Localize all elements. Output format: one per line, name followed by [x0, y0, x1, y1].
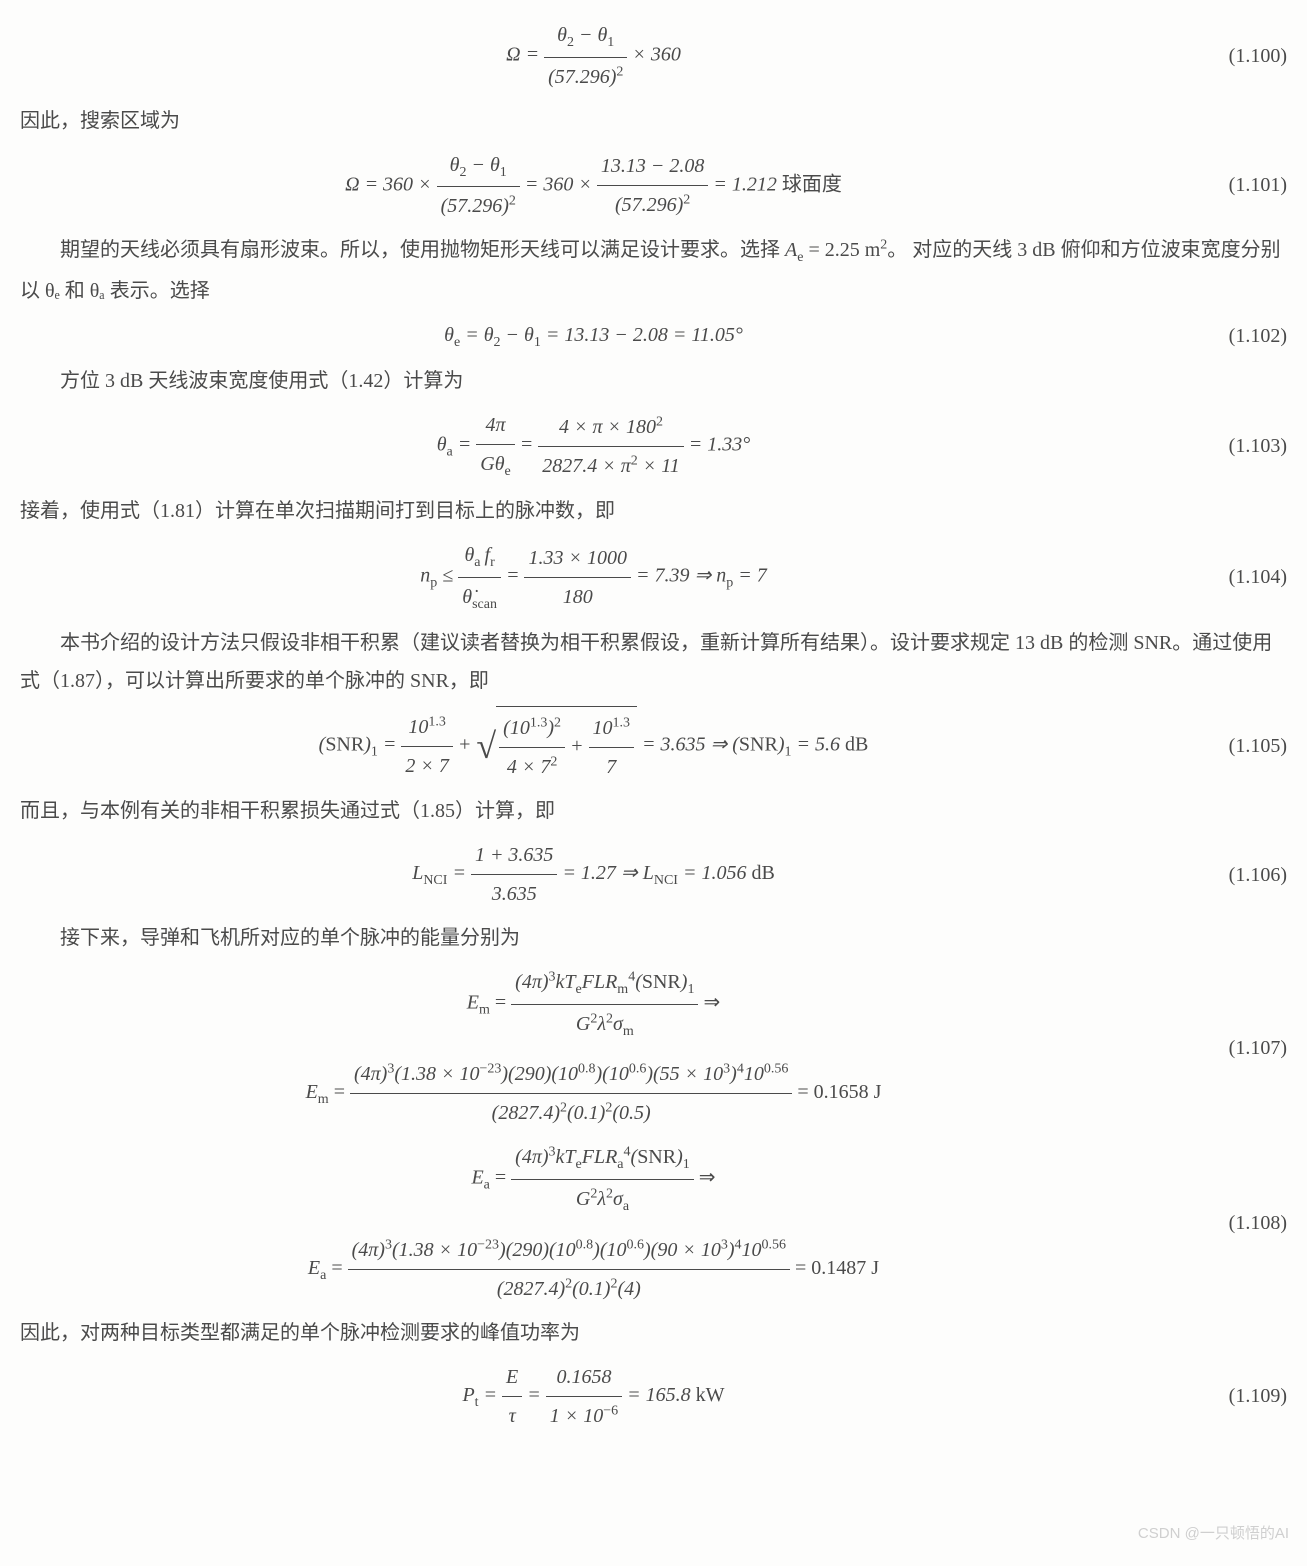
- equation-body: θe = θ2 − θ1 = 13.13 − 2.08 = 11.05°: [20, 316, 1167, 357]
- paragraph: 因此，搜索区域为: [20, 102, 1287, 140]
- equation-1-106: LNCI = 1 + 3.6353.635 = 1.27 ⇒ LNCI = 1.…: [20, 836, 1287, 913]
- equation-number: (1.109): [1167, 1377, 1287, 1415]
- equation-body: Ω = 360 × θ2 − θ1(57.296)2 = 360 × 13.13…: [20, 146, 1167, 226]
- equation-number: (1.105): [1167, 727, 1287, 765]
- paragraph: 而且，与本例有关的非相干积累损失通过式（1.85）计算，即: [20, 792, 1287, 830]
- paragraph: 期望的天线必须具有扇形波束。所以，使用抛物矩形天线可以满足设计要求。选择 Ae …: [20, 231, 1287, 310]
- equation-1-108: Ea = (4π)3kTeFLRa4(SNR)1G2λ2σa ⇒ Ea = (4…: [20, 1138, 1287, 1307]
- equation-number: (1.107): [1167, 1029, 1287, 1067]
- equation-1-101: Ω = 360 × θ2 − θ1(57.296)2 = 360 × 13.13…: [20, 146, 1287, 226]
- equation-body: Pt = Eτ = 0.16581 × 10−6 = 165.8 kW: [20, 1358, 1167, 1435]
- equation-number: (1.106): [1167, 856, 1287, 894]
- equation-1-109: Pt = Eτ = 0.16581 × 10−6 = 165.8 kW (1.1…: [20, 1358, 1287, 1435]
- equation-body: θa = 4πGθe = 4 × π × 18022827.4 × π2 × 1…: [20, 406, 1167, 486]
- inline-math: Ae = 2.25 m2。: [785, 239, 907, 261]
- equation-number: (1.108): [1167, 1204, 1287, 1242]
- equation-number: (1.104): [1167, 558, 1287, 596]
- equation-number: (1.103): [1167, 427, 1287, 465]
- equation-body: (SNR)1 = 101.32 × 7 + √ (101.3)24 × 72 +…: [20, 706, 1167, 786]
- equation-number: (1.101): [1167, 166, 1287, 204]
- equation-number: (1.102): [1167, 317, 1287, 355]
- equation-body: Em = (4π)3kTeFLRm4(SNR)1G2λ2σm ⇒ Em = (4…: [20, 963, 1167, 1132]
- equation-1-103: θa = 4πGθe = 4 × π × 18022827.4 × π2 × 1…: [20, 406, 1287, 486]
- paragraph: 方位 3 dB 天线波束宽度使用式（1.42）计算为: [20, 362, 1287, 400]
- equation-body: LNCI = 1 + 3.6353.635 = 1.27 ⇒ LNCI = 1.…: [20, 836, 1167, 913]
- equation-1-100: Ω = θ2 − θ1(57.296)2 × 360 (1.100): [20, 16, 1287, 96]
- paragraph: 因此，对两种目标类型都满足的单个脉冲检测要求的峰值功率为: [20, 1314, 1287, 1352]
- paragraph: 本书介绍的设计方法只假设非相干积累（建议读者替换为相干积累假设，重新计算所有结果…: [20, 624, 1287, 700]
- equation-number: (1.100): [1167, 37, 1287, 75]
- paragraph: 接着，使用式（1.81）计算在单次扫描期间打到目标上的脉冲数，即: [20, 492, 1287, 530]
- watermark: CSDN @一只顿悟的AI: [1138, 1520, 1289, 1549]
- text: 期望的天线必须具有扇形波束。所以，使用抛物矩形天线可以满足设计要求。选择: [60, 239, 785, 261]
- equation-body: Ω = θ2 − θ1(57.296)2 × 360: [20, 16, 1167, 96]
- paragraph: 接下来，导弹和飞机所对应的单个脉冲的能量分别为: [20, 919, 1287, 957]
- equation-body: Ea = (4π)3kTeFLRa4(SNR)1G2λ2σa ⇒ Ea = (4…: [20, 1138, 1167, 1307]
- equation-1-102: θe = θ2 − θ1 = 13.13 − 2.08 = 11.05° (1.…: [20, 316, 1287, 357]
- equation-1-104: np ≤ θa frθ̇scan = 1.33 × 1000180 = 7.39…: [20, 536, 1287, 618]
- equation-1-107: Em = (4π)3kTeFLRm4(SNR)1G2λ2σm ⇒ Em = (4…: [20, 963, 1287, 1132]
- equation-body: np ≤ θa frθ̇scan = 1.33 × 1000180 = 7.39…: [20, 536, 1167, 618]
- equation-1-105: (SNR)1 = 101.32 × 7 + √ (101.3)24 × 72 +…: [20, 706, 1287, 786]
